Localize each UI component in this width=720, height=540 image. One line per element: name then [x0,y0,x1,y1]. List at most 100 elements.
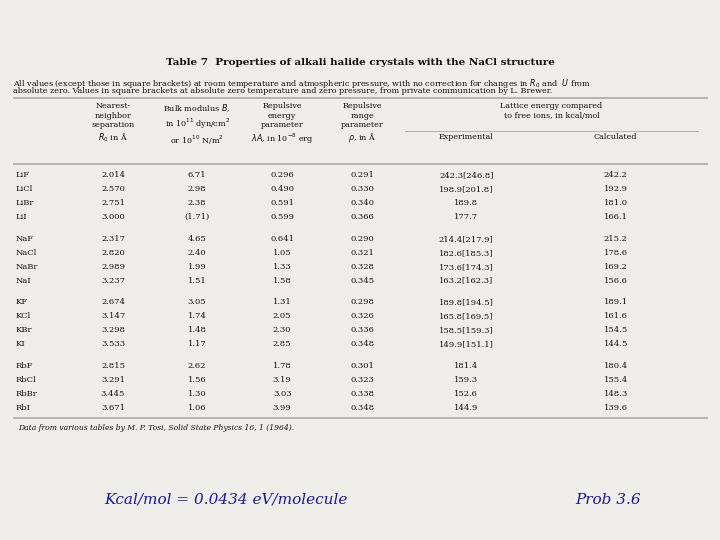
Text: 2.40: 2.40 [188,249,207,257]
Text: 161.6: 161.6 [604,312,628,320]
Text: 181.4: 181.4 [454,362,479,370]
Text: 181.0: 181.0 [603,199,628,207]
Text: 2.05: 2.05 [273,312,292,320]
Text: 0.301: 0.301 [350,362,374,370]
Text: 0.338: 0.338 [350,390,374,398]
Text: 1.30: 1.30 [188,390,207,398]
Text: NaBr: NaBr [16,263,38,271]
Text: 0.348: 0.348 [350,340,374,348]
Text: 155.4: 155.4 [603,376,628,384]
Text: 1.48: 1.48 [188,326,207,334]
Text: Experimental: Experimental [439,133,494,141]
Text: 2.98: 2.98 [188,185,207,193]
Text: 2.570: 2.570 [101,185,125,193]
Text: 2.989: 2.989 [101,263,125,271]
Text: RbBr: RbBr [16,390,37,398]
Text: 180.4: 180.4 [603,362,628,370]
Text: KF: KF [16,299,28,306]
Text: 2.014: 2.014 [101,172,125,179]
Text: 0.366: 0.366 [350,213,374,221]
Text: 177.7: 177.7 [454,213,478,221]
Text: RbI: RbI [16,404,31,411]
Text: (1.71): (1.71) [184,213,210,221]
Text: 169.2: 169.2 [604,263,628,271]
Text: 198.9[201.8]: 198.9[201.8] [439,185,494,193]
Text: 0.298: 0.298 [350,299,374,306]
Text: 3.19: 3.19 [273,376,292,384]
Text: 0.321: 0.321 [350,249,374,257]
Text: 156.6: 156.6 [604,277,628,285]
Text: 3.147: 3.147 [101,312,125,320]
Text: Bulk modulus $B$,
in 10$^{11}$ dyn/cm$^2$
or 10$^{10}$ N/m$^2$: Bulk modulus $B$, in 10$^{11}$ dyn/cm$^2… [163,102,230,147]
Text: NaCl: NaCl [16,249,37,257]
Text: 1.05: 1.05 [273,249,292,257]
Text: 178.6: 178.6 [603,249,628,257]
Text: 2.674: 2.674 [101,299,125,306]
Text: 1.06: 1.06 [188,404,207,411]
Text: 154.5: 154.5 [603,326,628,334]
Text: 148.3: 148.3 [603,390,628,398]
Text: 0.290: 0.290 [350,235,374,243]
Text: 0.326: 0.326 [350,312,374,320]
Text: 1.33: 1.33 [273,263,292,271]
Text: 2.85: 2.85 [273,340,292,348]
Text: 0.330: 0.330 [350,185,374,193]
Text: 152.6: 152.6 [454,390,478,398]
Text: Lattice energy compared
to free ions, in kcal/mol: Lattice energy compared to free ions, in… [500,102,603,120]
Text: 3.671: 3.671 [101,404,125,411]
Text: 1.17: 1.17 [188,340,207,348]
Text: 2.38: 2.38 [188,199,207,207]
Text: 173.6[174.3]: 173.6[174.3] [439,263,494,271]
Text: 182.6[185.3]: 182.6[185.3] [439,249,494,257]
Text: 139.6: 139.6 [603,404,628,411]
Text: 1.56: 1.56 [188,376,207,384]
Text: 165.8[169.5]: 165.8[169.5] [439,312,494,320]
Text: 3.237: 3.237 [101,277,125,285]
Text: 149.9[151.1]: 149.9[151.1] [439,340,494,348]
Text: 1.99: 1.99 [188,263,207,271]
Text: 2.820: 2.820 [101,249,125,257]
Text: 6.71: 6.71 [188,172,207,179]
Text: 0.296: 0.296 [270,172,294,179]
Text: 3.03: 3.03 [273,390,292,398]
Text: 144.5: 144.5 [603,340,628,348]
Text: Data from various tables by M. P. Tosi, Solid State Physics 16, 1 (1964).: Data from various tables by M. P. Tosi, … [18,424,294,432]
Text: 0.599: 0.599 [270,213,294,221]
Text: 3.99: 3.99 [273,404,292,411]
Text: KCl: KCl [16,312,31,320]
Text: 1.78: 1.78 [273,362,292,370]
Text: KBr: KBr [16,326,32,334]
Text: 189.8[194.5]: 189.8[194.5] [439,299,494,306]
Text: 0.345: 0.345 [350,277,374,285]
Text: Kcal/mol = 0.0434 eV/molecule: Kcal/mol = 0.0434 eV/molecule [104,492,348,507]
Text: Table 7  Properties of alkali halide crystals with the NaCl structure: Table 7 Properties of alkali halide crys… [166,58,554,68]
Text: 3.291: 3.291 [101,376,125,384]
Text: 3.533: 3.533 [101,340,125,348]
Text: 189.8: 189.8 [454,199,478,207]
Text: 159.3: 159.3 [454,376,478,384]
Text: 163.2[162.3]: 163.2[162.3] [439,277,493,285]
Text: 3.445: 3.445 [101,390,125,398]
Text: 2.815: 2.815 [101,362,125,370]
Text: 166.1: 166.1 [604,213,628,221]
Text: 2.317: 2.317 [101,235,125,243]
Text: RbCl: RbCl [16,376,37,384]
Text: 158.5[159.3]: 158.5[159.3] [439,326,494,334]
Text: LiI: LiI [16,213,27,221]
Text: 1.51: 1.51 [188,277,207,285]
Text: NaI: NaI [16,277,32,285]
Text: 189.1: 189.1 [603,299,628,306]
Text: 0.490: 0.490 [270,185,294,193]
Text: 0.340: 0.340 [350,199,374,207]
Text: 0.641: 0.641 [270,235,294,243]
Text: 1.58: 1.58 [273,277,292,285]
Text: KI: KI [16,340,25,348]
Text: LiBr: LiBr [16,199,34,207]
Text: 0.591: 0.591 [270,199,294,207]
Text: 1.31: 1.31 [273,299,292,306]
Text: 0.323: 0.323 [350,376,374,384]
Text: 1.74: 1.74 [188,312,207,320]
Text: 242.3[246.8]: 242.3[246.8] [439,172,494,179]
Text: Calculated: Calculated [594,133,637,141]
Text: Nearest-
neighbor
separation
$R_0$ in Å: Nearest- neighbor separation $R_0$ in Å [91,102,135,144]
